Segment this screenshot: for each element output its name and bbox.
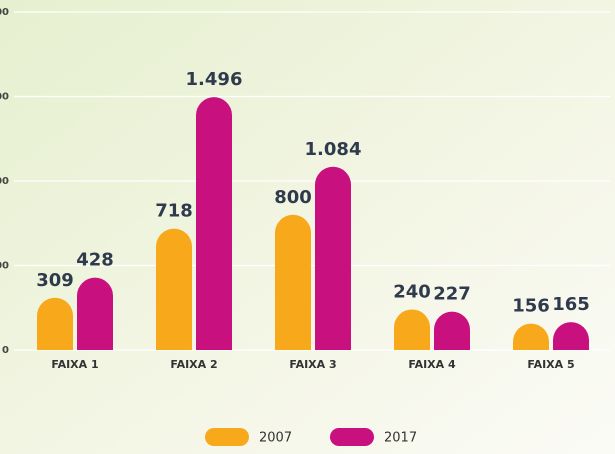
legend-label: 2007 [259,431,292,446]
value-label: 240 [393,281,431,302]
x-tick-label: FAIXA 5 [527,358,574,371]
value-label: 309 [36,270,74,291]
value-label: 165 [552,294,590,315]
value-label: 1.084 [305,139,362,160]
y-tick-label: 1000 [0,176,9,187]
bar [77,277,113,350]
x-tick-label: FAIXA 3 [289,358,336,371]
x-tick-label: FAIXA 1 [51,358,98,371]
x-tick-label: FAIXA 4 [408,358,456,371]
bar [315,166,351,350]
bar [156,228,192,350]
bar [553,322,589,350]
value-label: 800 [274,187,312,208]
bar [434,311,470,350]
value-label: 227 [433,284,471,305]
bar [394,309,430,350]
bar [275,214,311,350]
bar [513,323,549,350]
y-tick-label: 0 [2,345,9,356]
y-tick-label: 1500 [0,92,9,103]
legend-swatch [330,428,374,446]
legend-label: 2017 [384,431,417,446]
value-label: 428 [76,250,114,271]
value-label: 1.496 [186,69,243,90]
value-label: 718 [155,201,193,222]
x-tick-label: FAIXA 2 [170,358,217,371]
y-tick-label: 500 [0,261,9,272]
bar [37,297,73,350]
legend-swatch [205,428,249,446]
y-tick-label: 2000 [0,7,9,18]
value-label: 156 [512,296,550,317]
bar [196,97,232,351]
